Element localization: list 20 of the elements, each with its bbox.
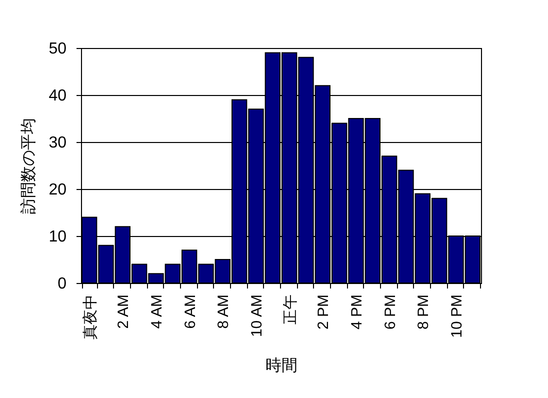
- x-tick-label: 正午: [282, 294, 299, 324]
- x-tick-label: 8 AM: [215, 294, 232, 329]
- x-tick-label: 真夜中: [82, 294, 99, 340]
- y-tick-label: 50: [48, 40, 67, 58]
- x-tick-label: 4 PM: [348, 294, 366, 330]
- y-tick-label: 30: [48, 134, 67, 152]
- x-tick-label: 10 AM: [248, 294, 266, 338]
- y-tick-label: 10: [48, 228, 67, 246]
- y-tick-label: 20: [48, 182, 67, 198]
- x-tick-label: 6 PM: [382, 294, 399, 330]
- x-tick-label: 2 AM: [115, 294, 132, 329]
- x-tick-label: 2 PM: [315, 294, 332, 330]
- x-tick-label: 4 AM: [148, 294, 166, 329]
- y-tick-label: 40: [48, 88, 67, 104]
- x-tick-label: 6 AM: [182, 294, 199, 329]
- y-tick-label: 0: [58, 276, 67, 292]
- x-tick-label: 10 PM: [448, 294, 466, 338]
- x-tick-label: 8 PM: [415, 294, 432, 330]
- y-axis-title: 訪問数の平均: [20, 118, 38, 214]
- x-axis-title: 時間: [266, 356, 298, 374]
